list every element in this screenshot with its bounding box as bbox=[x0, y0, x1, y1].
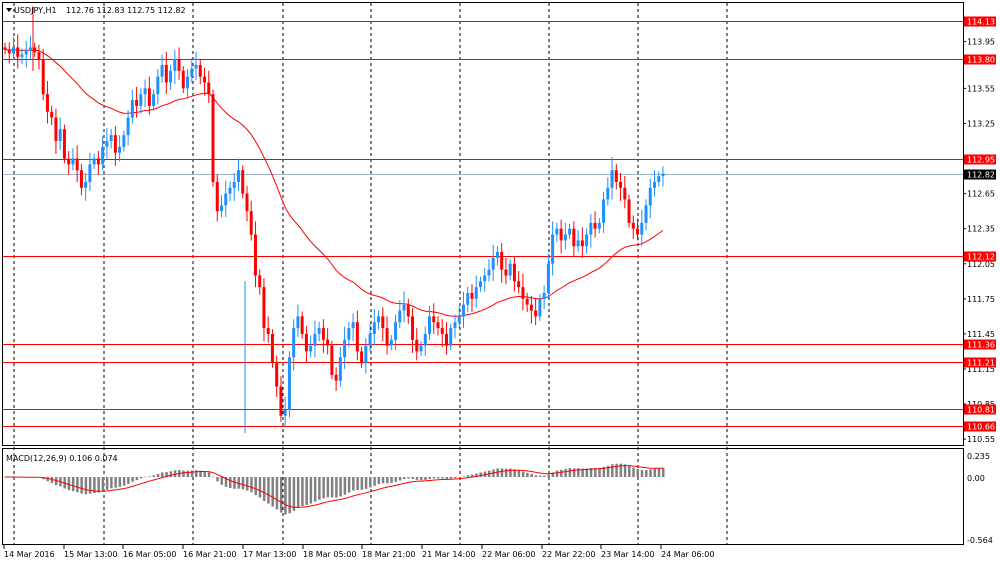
level-tag: 112.12 bbox=[967, 253, 995, 262]
time-tick: 16 Mar 05:00 bbox=[123, 550, 176, 559]
macd-frame bbox=[2, 448, 964, 545]
price-tick: 111.15 bbox=[967, 365, 995, 374]
time-tick: 24 Mar 06:00 bbox=[661, 550, 714, 559]
level-tag: 112.95 bbox=[967, 156, 995, 165]
macd-scale-bottom: -0.564 bbox=[967, 536, 993, 545]
macd-scale-zero: 0.00 bbox=[967, 474, 985, 483]
time-tick: 14 Mar 2016 bbox=[4, 550, 55, 559]
time-tick: 16 Mar 21:00 bbox=[183, 550, 236, 559]
price-tick: 111.45 bbox=[967, 330, 995, 339]
time-tick: 18 Mar 21:00 bbox=[362, 550, 415, 559]
macd-label: MACD(12,26,9) 0.106 0.074 bbox=[6, 454, 118, 463]
level-price-tags: 114.13 113.80 112.95 112.12 111.36 111.21 110.… bbox=[964, 16, 996, 432]
time-tick: 18 Mar 05:00 bbox=[303, 550, 356, 559]
moving-average-line bbox=[4, 49, 664, 317]
candles bbox=[3, 6, 665, 434]
horizontal-levels bbox=[3, 21, 963, 427]
price-tick: 112.05 bbox=[967, 260, 995, 269]
time-tick: 22 Mar 06:00 bbox=[482, 550, 535, 559]
price-tick: 112.65 bbox=[967, 190, 995, 199]
price-tick: 113.95 bbox=[967, 38, 995, 47]
price-tick: 113.25 bbox=[967, 119, 995, 128]
time-tick: 21 Mar 14:00 bbox=[422, 550, 475, 559]
level-tag: 113.80 bbox=[967, 56, 995, 65]
price-axis: 113.95 113.55 113.25 112.65 112.35 112.05 111.… bbox=[963, 38, 995, 444]
price-tick: 113.55 bbox=[967, 84, 995, 93]
level-tag: 114.13 bbox=[967, 18, 995, 27]
level-tag: 111.21 bbox=[967, 359, 995, 368]
level-tag: 110.81 bbox=[967, 406, 995, 415]
time-tick: 23 Mar 14:00 bbox=[601, 550, 654, 559]
symbol-dropdown-icon[interactable] bbox=[6, 8, 12, 12]
time-tick: 15 Mar 13:00 bbox=[64, 550, 117, 559]
macd-scale-top: 0.235 bbox=[967, 452, 990, 461]
current-price-tag: 112.82 bbox=[967, 171, 995, 180]
time-axis: 14 Mar 2016 15 Mar 13:00 16 Mar 05:00 16 Ma… bbox=[3, 545, 714, 559]
level-tag: 111.36 bbox=[967, 341, 995, 350]
time-tick: 17 Mar 13:00 bbox=[243, 550, 296, 559]
vertical-grid bbox=[13, 3, 728, 544]
price-tick: 111.75 bbox=[967, 295, 995, 304]
symbol-label[interactable]: USDJPY,H1 bbox=[14, 6, 57, 15]
macd-signal-line bbox=[5, 465, 664, 508]
time-tick: 22 Mar 22:00 bbox=[542, 550, 595, 559]
level-tag: 110.66 bbox=[967, 423, 995, 432]
main-chart-frame bbox=[2, 2, 964, 446]
price-tick: 112.35 bbox=[967, 225, 995, 234]
macd-histogram bbox=[4, 463, 665, 515]
ohlc-values: 112.76 112.83 112.75 112.82 bbox=[66, 6, 186, 15]
price-tick: 110.55 bbox=[967, 435, 995, 444]
